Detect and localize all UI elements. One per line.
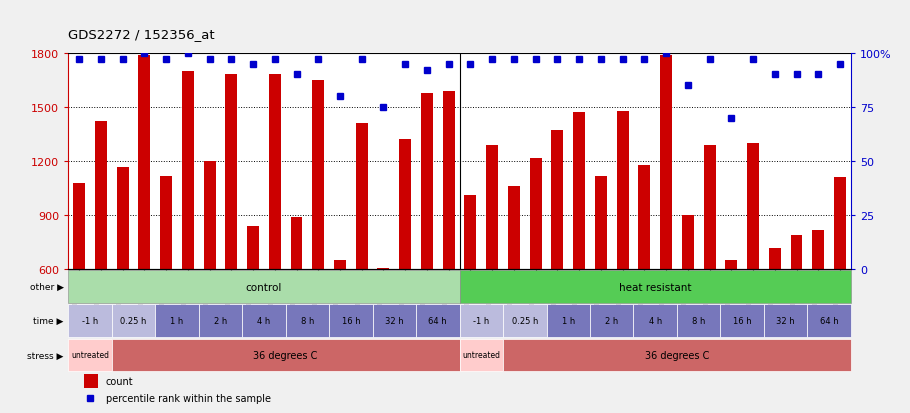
Bar [486,145,498,270]
Bar [464,196,477,270]
Bar [356,124,368,270]
Bar [247,227,259,270]
Bar [530,158,541,270]
Text: 2 h: 2 h [214,316,228,325]
Text: stress ▶: stress ▶ [27,351,64,360]
Bar [633,305,677,337]
Bar [182,72,194,270]
Text: untreated: untreated [462,351,501,360]
Text: 36 degrees C: 36 degrees C [254,350,318,360]
Bar [638,165,651,270]
Bar [769,248,781,270]
Bar [312,81,324,270]
Text: 8 h: 8 h [300,316,314,325]
Text: percentile rank within the sample: percentile rank within the sample [106,393,271,403]
Text: heat resistant: heat resistant [619,282,692,292]
Bar [290,218,302,270]
Bar [421,93,433,270]
Bar [268,75,281,270]
Bar [84,374,98,388]
Bar [617,112,629,270]
Bar [682,216,693,270]
Bar [372,305,416,337]
Text: time ▶: time ▶ [34,316,64,325]
Bar [595,176,607,270]
Bar [329,305,372,337]
Text: 1 h: 1 h [170,316,184,325]
Bar [68,339,112,371]
Bar [551,131,563,270]
Text: 0.25 h: 0.25 h [511,316,538,325]
Bar [834,178,846,270]
Bar [68,305,112,337]
Bar [747,144,759,270]
Bar [791,235,803,270]
Bar [703,145,715,270]
Text: -1 h: -1 h [82,316,98,325]
Bar [112,339,460,371]
Text: control: control [246,282,282,292]
Text: 16 h: 16 h [733,316,752,325]
Text: count: count [106,376,134,386]
Bar [573,113,585,270]
Bar [807,305,851,337]
Bar [242,305,286,337]
Bar [813,230,824,270]
Bar [160,176,172,270]
Text: 32 h: 32 h [776,316,795,325]
Bar [68,271,460,303]
Bar [399,140,411,270]
Bar [416,305,460,337]
Bar [116,167,128,270]
Text: 64 h: 64 h [429,316,447,325]
Text: -1 h: -1 h [473,316,490,325]
Text: GDS2272 / 152356_at: GDS2272 / 152356_at [68,28,215,41]
Bar [378,268,389,270]
Bar [721,305,763,337]
Bar [334,261,346,270]
Bar [204,162,216,270]
Text: 36 degrees C: 36 degrees C [645,350,709,360]
Text: 4 h: 4 h [649,316,662,325]
Bar [460,271,851,303]
Bar [725,261,737,270]
Bar [660,55,672,270]
Bar [198,305,242,337]
Bar [503,339,851,371]
Text: 16 h: 16 h [341,316,360,325]
Bar [112,305,156,337]
Text: 4 h: 4 h [258,316,270,325]
Text: untreated: untreated [71,351,109,360]
Bar [138,55,150,270]
Text: 64 h: 64 h [820,316,838,325]
Bar [508,187,520,270]
Text: 2 h: 2 h [605,316,619,325]
Text: 32 h: 32 h [385,316,404,325]
Bar [503,305,547,337]
Bar [286,305,329,337]
Bar [590,305,633,337]
Bar [156,305,198,337]
Bar [442,92,455,270]
Bar [226,75,238,270]
Bar [73,183,86,270]
Bar [547,305,590,337]
Text: 0.25 h: 0.25 h [120,316,147,325]
Text: 1 h: 1 h [561,316,575,325]
Bar [677,305,721,337]
Bar [95,122,106,270]
Bar [460,305,503,337]
Bar [763,305,807,337]
Text: other ▶: other ▶ [30,282,64,291]
Bar [460,339,503,371]
Text: 8 h: 8 h [692,316,705,325]
